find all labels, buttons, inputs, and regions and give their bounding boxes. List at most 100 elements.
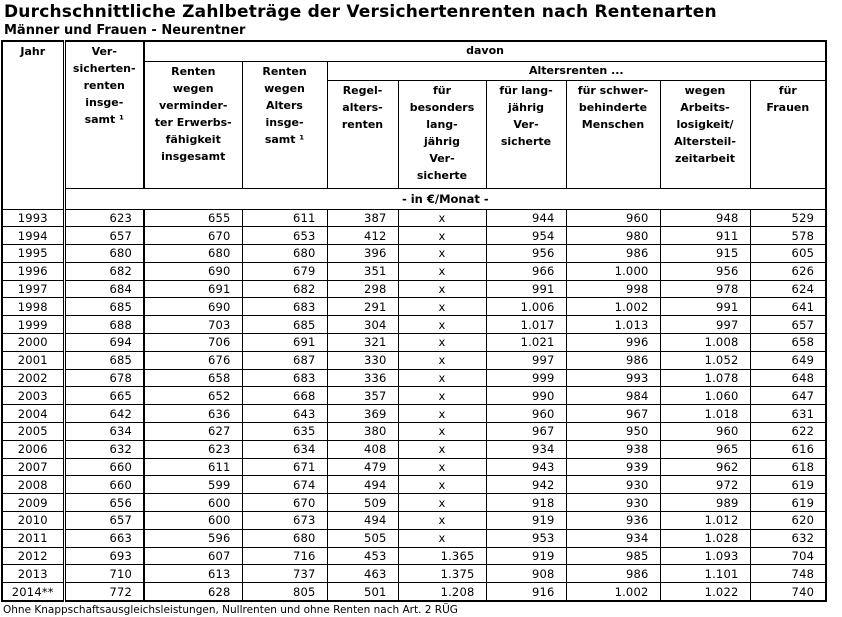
value-cell: 998 — [565, 279, 661, 299]
header-langjaehrig: für lang- jährig Ver- sicherte — [485, 79, 567, 189]
value-cell: 954 — [485, 226, 567, 246]
year-cell: 2009 — [1, 493, 66, 513]
value-cell: 716 — [241, 546, 328, 566]
year-cell: 1999 — [1, 315, 66, 335]
value-cell: 967 — [565, 404, 661, 424]
year-cell: 2005 — [1, 422, 66, 441]
value-cell: 944 — [485, 208, 567, 228]
value-cell: x — [397, 511, 487, 530]
value-cell: 648 — [749, 368, 827, 388]
value-cell: 985 — [565, 546, 661, 566]
value-cell: 936 — [565, 511, 661, 530]
value-cell: 966 — [485, 261, 567, 281]
table-row: 1996 682 690 679 351 x 966 1.000 956 626 — [1, 261, 827, 281]
value-cell: 691 — [143, 279, 243, 299]
value-cell: 1.052 — [659, 350, 751, 370]
value-cell: 948 — [659, 208, 751, 228]
value-cell: 670 — [143, 226, 243, 246]
table-row: 2011 663 596 680 505 x 953 934 1.028 632 — [1, 528, 827, 548]
value-cell: 658 — [749, 333, 827, 352]
value-cell: 369 — [326, 404, 399, 424]
value-cell: 623 — [63, 208, 145, 228]
year-cell: 1998 — [1, 297, 66, 317]
year-cell: 2003 — [1, 386, 66, 406]
unit-label: - in €/Monat - — [63, 187, 827, 210]
value-cell: 748 — [749, 564, 827, 584]
value-cell: x — [397, 457, 487, 477]
value-cell: 997 — [659, 315, 751, 335]
header-besonders-langjaehrig: für besonders lang- jährig Ver- sicherte — [397, 79, 487, 189]
value-cell: 653 — [241, 226, 328, 246]
value-cell: 291 — [326, 297, 399, 317]
value-cell: 479 — [326, 457, 399, 477]
value-cell: x — [397, 244, 487, 263]
value-cell: 678 — [63, 368, 145, 388]
value-cell: 647 — [749, 386, 827, 406]
value-cell: 304 — [326, 315, 399, 335]
value-cell: x — [397, 297, 487, 317]
value-cell: 915 — [659, 244, 751, 263]
header-erwerbsminderungsrenten: Renten wegen verminder- ter Erwerbs- fäh… — [143, 60, 243, 189]
table-row: 2007 660 611 671 479 x 943 939 962 618 — [1, 457, 827, 477]
value-cell: 632 — [749, 528, 827, 548]
table-row: 1995 680 680 680 396 x 956 986 915 605 — [1, 244, 827, 263]
value-cell: 605 — [749, 244, 827, 263]
value-cell: 611 — [143, 457, 243, 477]
table-row: 2000 694 706 691 321 x 1.021 996 1.008 658 — [1, 333, 827, 352]
value-cell: 623 — [143, 439, 243, 459]
value-cell: 942 — [485, 475, 567, 495]
table-row: 1997 684 691 682 298 x 991 998 978 624 — [1, 279, 827, 299]
value-cell: 684 — [63, 279, 145, 299]
header-row-altersrenten: Renten wegen verminder- ter Erwerbs- fäh… — [2, 60, 827, 189]
value-cell: 357 — [326, 386, 399, 406]
value-cell: 953 — [485, 528, 567, 548]
year-cell: 2000 — [1, 333, 66, 352]
value-cell: 674 — [241, 475, 328, 495]
header-versichertenrenten-insgesamt: Ver- sicherten- renten insge- samt ¹ — [63, 40, 145, 189]
value-cell: 631 — [749, 404, 827, 424]
value-cell: x — [397, 386, 487, 406]
year-cell: 1997 — [1, 279, 66, 299]
value-cell: 1.000 — [565, 261, 661, 281]
value-cell: 960 — [565, 208, 661, 228]
value-cell: x — [397, 226, 487, 246]
value-cell: 494 — [326, 511, 399, 530]
value-cell: 685 — [63, 350, 145, 370]
page-subtitle: Männer und Frauen - Neurentner — [4, 23, 246, 38]
year-cell: 1996 — [1, 261, 66, 281]
value-cell: 704 — [749, 546, 827, 566]
value-cell: 956 — [485, 244, 567, 263]
value-cell: 690 — [143, 297, 243, 317]
value-cell: 1.012 — [659, 511, 751, 530]
value-cell: x — [397, 350, 487, 370]
value-cell: 938 — [565, 439, 661, 459]
year-cell: 2008 — [1, 475, 66, 495]
value-cell: 622 — [749, 422, 827, 441]
value-cell: 1.028 — [659, 528, 751, 548]
value-cell: 986 — [565, 350, 661, 370]
value-cell: 1.013 — [565, 315, 661, 335]
header-davon: davon — [143, 40, 827, 62]
header-row-subcolumns: Regel- alters- renten für besonders lang… — [2, 79, 827, 189]
footnote: Ohne Knappschaftsausgleichsleistungen, N… — [3, 604, 458, 617]
value-cell: 351 — [326, 261, 399, 281]
header-schwerbehinderte: für schwer- behinderte Menschen — [565, 79, 661, 189]
value-cell: 1.078 — [659, 368, 751, 388]
value-cell: 655 — [143, 208, 243, 228]
value-cell: 387 — [326, 208, 399, 228]
header-jahr: Jahr — [1, 40, 66, 210]
table-row: 1993 623 655 611 387 x 944 960 948 529 — [1, 208, 827, 228]
value-cell: 529 — [749, 208, 827, 228]
value-cell: 642 — [63, 404, 145, 424]
value-cell: 911 — [659, 226, 751, 246]
year-cell: 2001 — [1, 350, 66, 370]
value-cell: 986 — [565, 244, 661, 263]
header-frauen: für Frauen — [749, 79, 827, 189]
value-cell: 908 — [485, 564, 567, 584]
value-cell: 611 — [241, 208, 328, 228]
value-cell: 665 — [63, 386, 145, 406]
value-cell: 919 — [485, 511, 567, 530]
value-cell: x — [397, 333, 487, 352]
value-cell: 396 — [326, 244, 399, 263]
